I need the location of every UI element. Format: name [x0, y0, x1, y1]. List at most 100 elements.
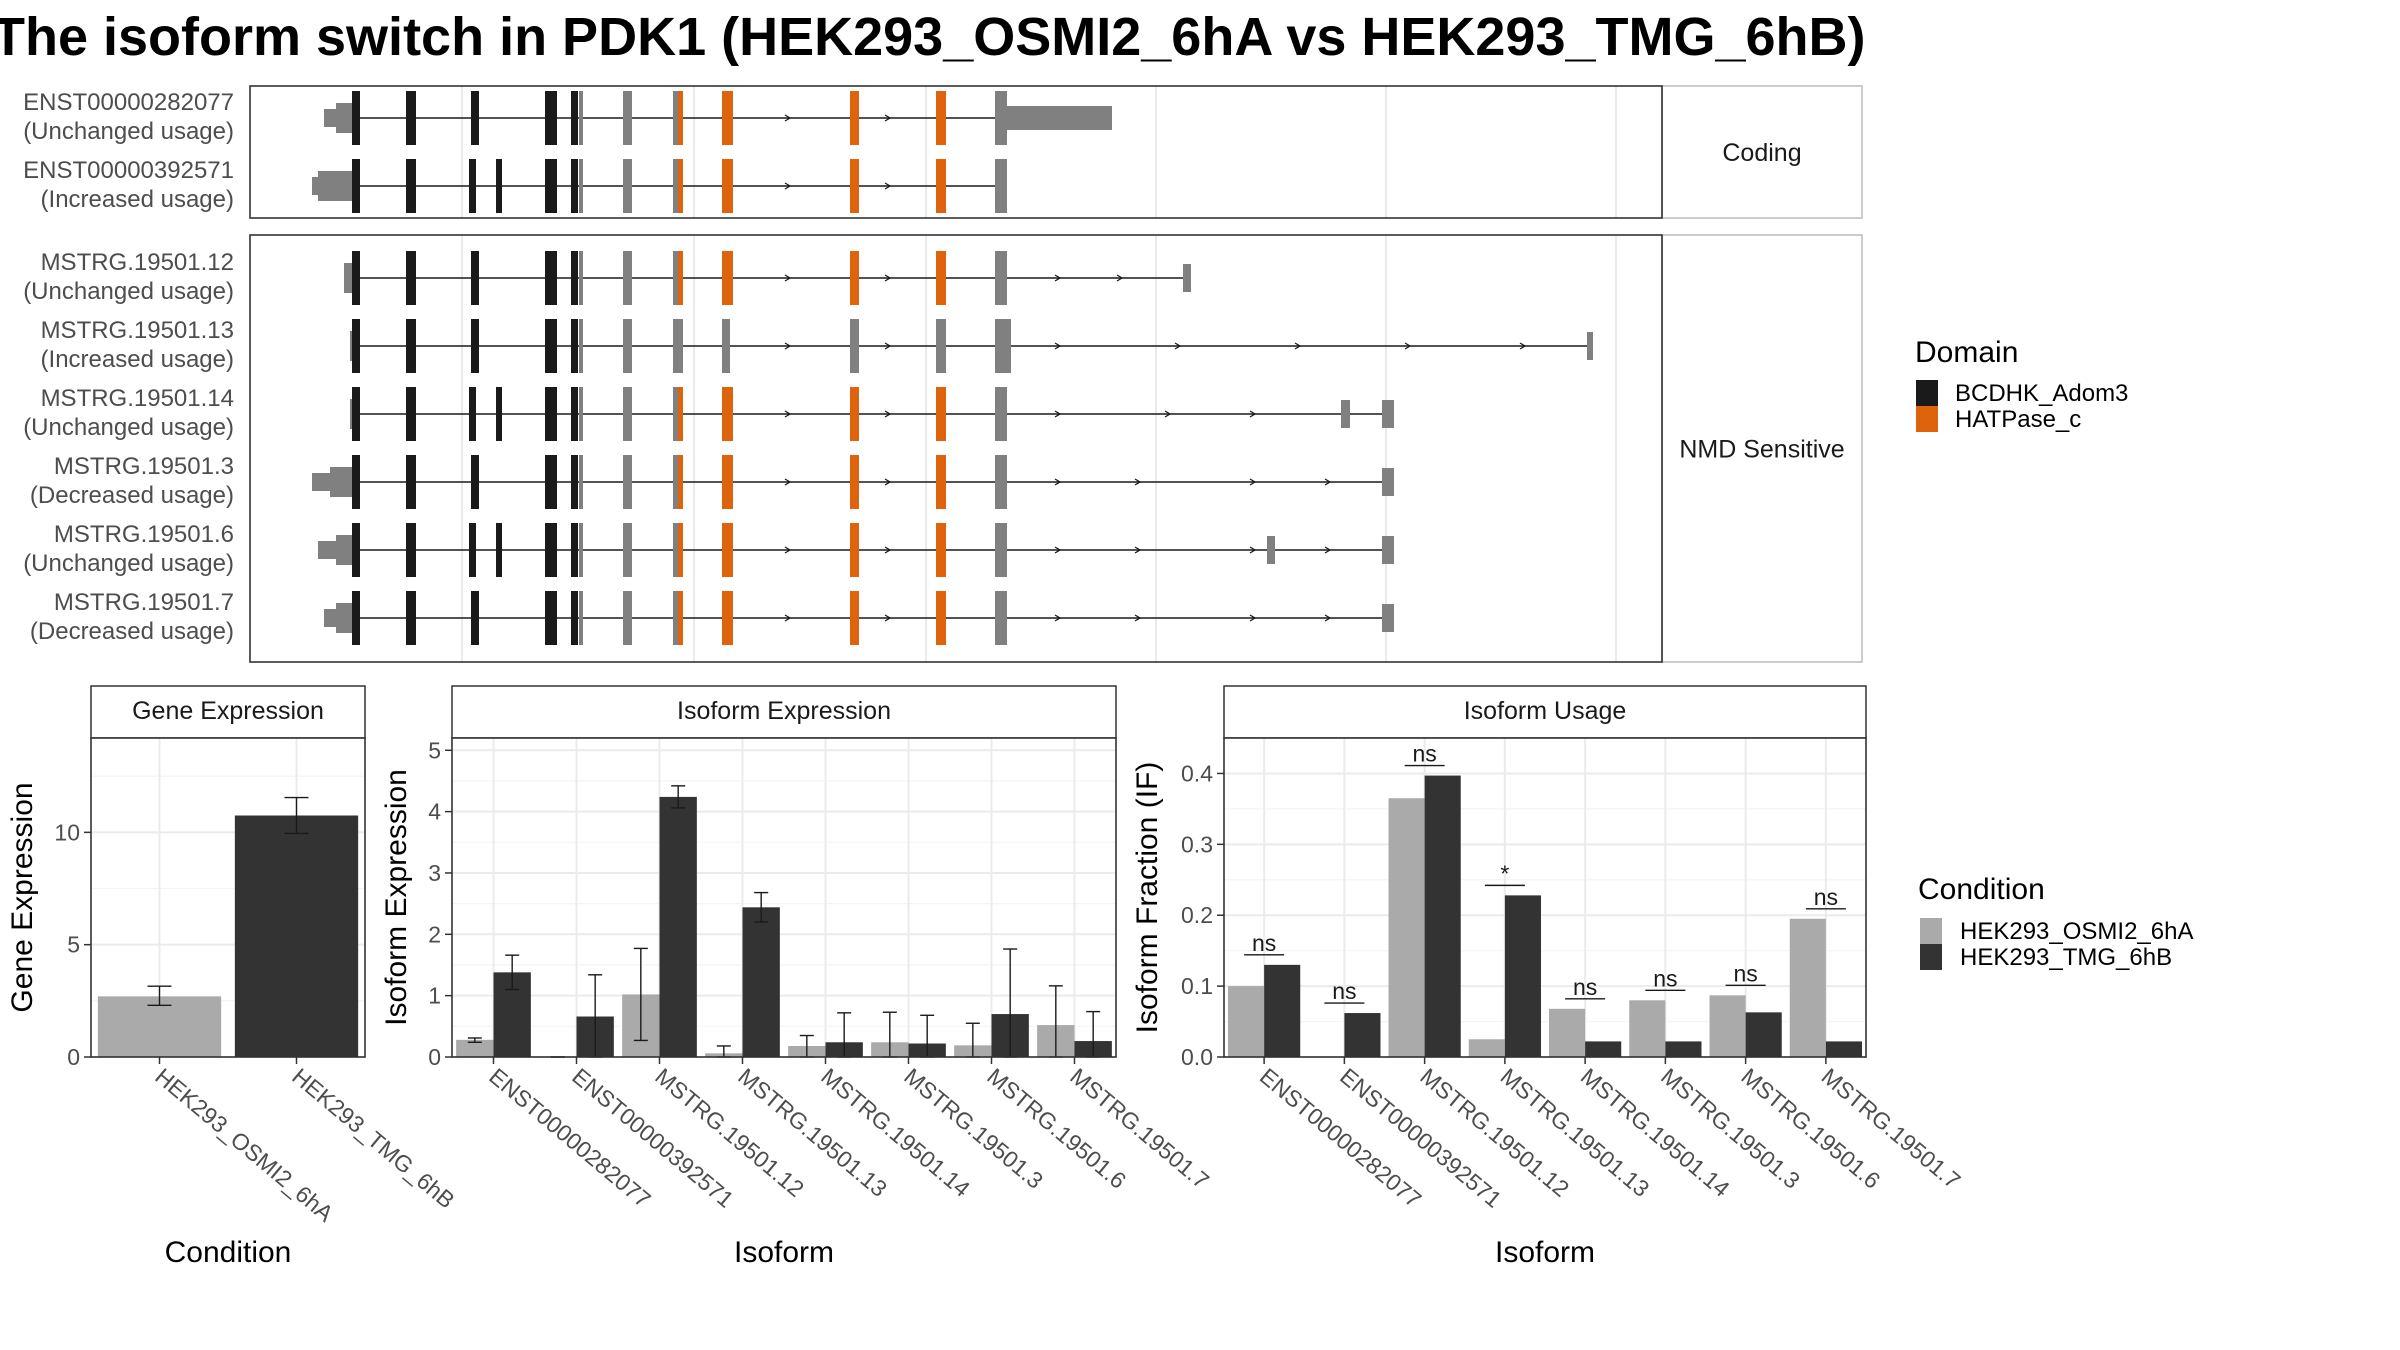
transcript-row: ENST00000282077(Unchanged usage): [23, 89, 1112, 145]
transcript-id-label: MSTRG.19501.7: [54, 589, 234, 616]
intron-direction-arrow: [1054, 410, 1062, 418]
hatpase-domain-exon: [936, 455, 946, 509]
intron-direction-arrow: [1134, 478, 1142, 486]
x-tick-label: MSTRG.19501.3: [1656, 1063, 1805, 1194]
chart-plot-background: [1224, 738, 1866, 1057]
intron-direction-arrow: [784, 410, 792, 418]
isoform-expression-chart: Isoform Expression012345ENST00000282077E…: [380, 685, 1214, 1269]
chart-title-strip: [451, 685, 1117, 739]
bcdhk-domain-exon: [571, 387, 578, 441]
bcdhk-domain-exon: [545, 387, 557, 441]
utr-block: [312, 177, 318, 195]
x-tick-label: MSTRG.19501.3: [899, 1063, 1048, 1194]
significance-label: ns: [1332, 978, 1356, 1004]
structure-panel-strip-label: NMD Sensitive: [1679, 436, 1844, 464]
chart-panel-border: [1223, 737, 1867, 1058]
bar-cond-b: [1745, 1012, 1782, 1057]
y-tick-label: 3: [428, 860, 441, 886]
exon-block: [1382, 536, 1394, 564]
domain-legend: Domain BCDHK_Adom3 HATPase_c: [1915, 336, 2128, 433]
exon-block: [673, 591, 678, 645]
transcript-id-label: MSTRG.19501.14: [41, 385, 234, 412]
utr-block: [312, 473, 330, 491]
bcdhk-domain-exon: [406, 591, 416, 645]
exon-block: [623, 523, 632, 577]
chart-title-strip: [90, 685, 366, 739]
bcdhk-domain-exon: [406, 455, 416, 509]
hatpase-domain-exon: [722, 159, 733, 213]
y-tick-label: 5: [428, 737, 441, 763]
significance-label: ns: [1733, 960, 1757, 986]
transcript-row: MSTRG.19501.6(Unchanged usage): [23, 521, 1394, 577]
hatpase-domain-exon: [722, 251, 733, 305]
bar-cond-a: [1629, 1000, 1666, 1057]
exon-block: [623, 159, 632, 213]
x-tick-label: MSTRG.19501.14: [816, 1063, 975, 1202]
bcdhk-domain-exon: [406, 159, 416, 213]
intron-direction-arrow: [784, 614, 792, 622]
intron-direction-arrow: [1054, 342, 1062, 350]
y-tick-label: 0: [67, 1044, 80, 1070]
bcdhk-domain-exon: [469, 159, 476, 213]
exon-block: [1341, 400, 1350, 428]
exon-block: [995, 251, 1007, 305]
intron-direction-arrow: [1054, 478, 1062, 486]
y-tick-label: 0.0: [1181, 1044, 1213, 1070]
y-tick-label: 0: [428, 1044, 441, 1070]
bcdhk-domain-exon: [471, 591, 479, 645]
x-tick-label: MSTRG.19501.12: [650, 1063, 809, 1202]
significance-label: ns: [1814, 884, 1838, 910]
utr-block: [324, 109, 336, 127]
y-tick-label: 0.3: [1181, 831, 1213, 857]
utr-block: [336, 535, 352, 565]
bcdhk-domain-exon: [469, 523, 476, 577]
intron-direction-arrow: [1054, 614, 1062, 622]
bar-cond-b: [1665, 1041, 1702, 1057]
intron-direction-arrow: [1134, 546, 1142, 554]
hatpase-domain-exon: [850, 91, 859, 145]
intron-direction-arrow: [884, 410, 892, 418]
exon-block: [995, 591, 1007, 645]
hatpase-domain-exon: [678, 591, 683, 645]
hatpase-domain-exon: [678, 159, 683, 213]
chart-title: Isoform Expression: [677, 697, 891, 725]
transcript-row: MSTRG.19501.14(Unchanged usage): [23, 385, 1394, 441]
transcript-row: MSTRG.19501.12(Unchanged usage): [23, 249, 1191, 305]
transcript-usage-label: (Unchanged usage): [23, 414, 234, 441]
intron-direction-arrow: [784, 342, 792, 350]
bcdhk-domain-exon: [406, 251, 416, 305]
error-bar: [467, 1037, 482, 1043]
exon-block: [1587, 332, 1593, 360]
domain-legend-title: Domain: [1915, 336, 2018, 369]
y-axis-title: Isoform Expression: [380, 769, 413, 1026]
bcdhk-domain-exon: [571, 591, 578, 645]
bcdhk-domain-exon: [571, 91, 578, 145]
intron-direction-arrow: [1249, 410, 1257, 418]
intron-direction-arrow: [1054, 274, 1062, 282]
transcript-usage-label: (Increased usage): [41, 186, 234, 213]
x-tick-label: MSTRG.19501.14: [1576, 1063, 1735, 1202]
exon-block: [850, 319, 859, 373]
significance-label: ns: [1412, 741, 1436, 767]
transcript-usage-label: (Unchanged usage): [23, 278, 234, 305]
bcdhk-domain-exon: [496, 523, 502, 577]
transcript-id-label: MSTRG.19501.6: [54, 521, 234, 548]
exon-block: [579, 455, 583, 509]
x-axis-title: Condition: [165, 1236, 292, 1269]
bcdhk-domain-exon: [571, 251, 578, 305]
exon-block: [1382, 604, 1394, 632]
intron-direction-arrow: [1164, 410, 1172, 418]
bcdhk-domain-exon: [545, 91, 557, 145]
intron-direction-arrow: [884, 182, 892, 190]
bcdhk-domain-exon: [352, 455, 360, 509]
bcdhk-domain-exon: [352, 319, 360, 373]
exon-block: [579, 387, 583, 441]
intron-direction-arrow: [1324, 478, 1332, 486]
bcdhk-domain-exon: [471, 319, 479, 373]
figure-title: The isoform switch in PDK1 (HEK293_OSMI2…: [0, 7, 1866, 67]
x-axis-title: Isoform: [1495, 1236, 1595, 1269]
exon-block: [995, 523, 1007, 577]
transcript-row: ENST00000392571(Increased usage): [23, 157, 1007, 213]
hatpase-domain-exon: [678, 523, 683, 577]
